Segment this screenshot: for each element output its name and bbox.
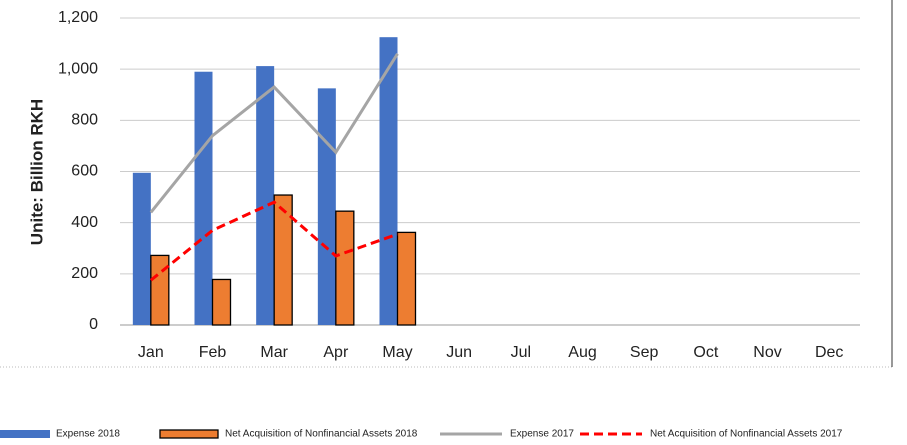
x-tick-label: Jun	[446, 344, 472, 361]
bar	[317, 88, 336, 326]
bar	[194, 71, 213, 325]
y-tick-label: 800	[71, 112, 98, 129]
x-tick-label: Dec	[815, 344, 843, 361]
bar	[211, 278, 232, 326]
x-tick-label: Jul	[511, 344, 531, 361]
x-tick-label: Aug	[568, 344, 596, 361]
legend-label: Net Acquisition of Nonfinancial Assets 2…	[650, 429, 843, 440]
x-tick-label: Sep	[630, 344, 659, 361]
x-tick-label: Nov	[753, 344, 781, 361]
x-tick-label: May	[382, 344, 412, 361]
bar	[396, 231, 417, 326]
y-tick-label: 200	[71, 265, 98, 282]
legend-label: Net Acquisition of Nonfinancial Assets 2…	[225, 429, 418, 440]
x-tick-label: Jan	[138, 344, 164, 361]
y-tick-label: 0	[89, 316, 98, 333]
legend-label: Expense 2018	[56, 429, 120, 440]
bar	[379, 37, 398, 325]
legend-swatch	[0, 430, 50, 438]
x-tick-label: Oct	[693, 344, 718, 361]
line	[149, 200, 398, 282]
bar	[335, 210, 355, 326]
bar	[132, 172, 151, 325]
legend-swatch	[159, 429, 219, 439]
x-tick-label: Mar	[260, 344, 288, 361]
y-tick-label: 1,200	[58, 9, 98, 26]
x-tick-label: Feb	[199, 344, 227, 361]
x-tick-label: Apr	[323, 344, 349, 361]
line	[149, 53, 399, 214]
y-tick-label: 400	[71, 214, 98, 231]
bar	[273, 194, 293, 326]
y-axis-label: Unite: Billion RKH	[27, 99, 46, 245]
legend-label: Expense 2017	[510, 429, 574, 440]
bar	[150, 254, 170, 326]
bar	[256, 66, 275, 325]
y-tick-label: 1,000	[58, 60, 98, 77]
y-tick-label: 600	[71, 163, 98, 180]
